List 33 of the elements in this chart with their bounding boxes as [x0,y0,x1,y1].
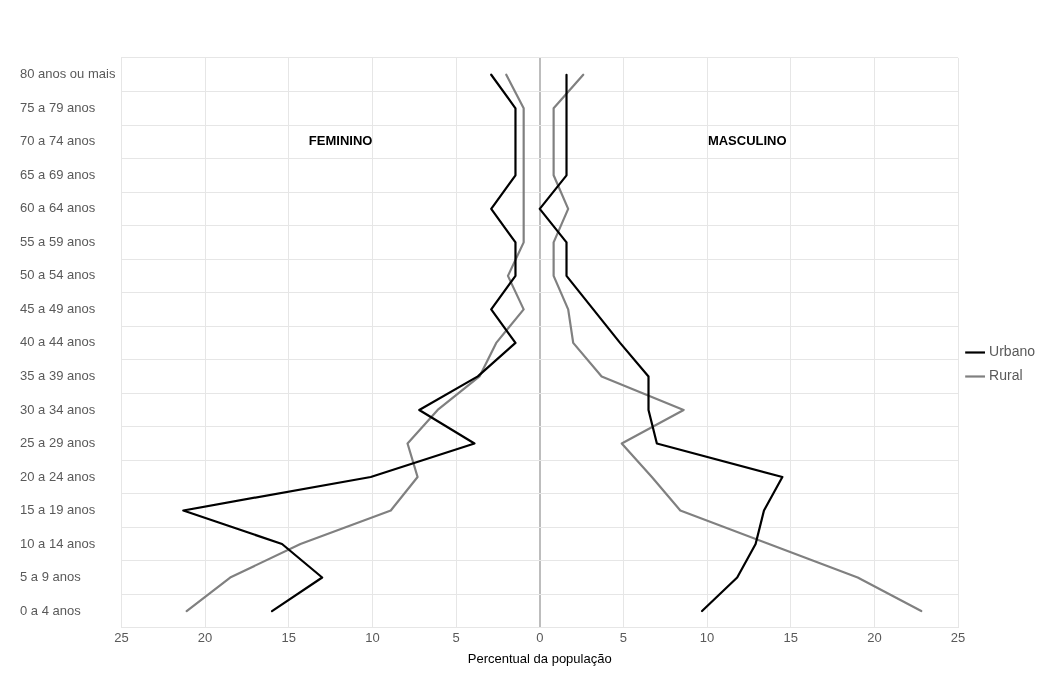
y-tick-label: 65 a 69 anos [20,166,96,182]
y-tick-label: 0 a 4 anos [20,602,82,618]
y-tick-label: 20 a 24 anos [20,468,96,484]
annotation: FEMININO [308,133,373,149]
y-tick-label: 5 a 9 anos [20,569,82,585]
x-tick-label: 25 [114,630,129,646]
y-tick-label: 80 anos ou mais [20,66,116,82]
x-tick-label: 5 [452,630,460,646]
x-tick-label: 15 [783,630,798,646]
x-tick-label: 25 [950,630,966,646]
y-tick-label: 50 a 54 anos [20,267,96,283]
x-tick-label: 10 [699,630,715,646]
x-tick-label: 10 [365,630,380,646]
legend-label: Urbano [989,343,1036,360]
x-tick-label: 5 [619,630,628,646]
y-tick-label: 55 a 59 anos [20,233,96,249]
y-tick-label: 10 a 14 anos [20,535,96,551]
y-tick-label: 40 a 44 anos [20,334,96,350]
y-tick-label: 35 a 39 anos [20,368,96,383]
x-tick-label: 0 [536,630,544,646]
y-tick-label: 70 a 74 anos [20,133,96,149]
y-tick-label: 15 a 19 anos [20,502,96,518]
x-tick-label: 20 [867,630,882,646]
legend-label: Rural [989,367,1023,384]
x-axis-title: Percentual da população [467,650,612,666]
x-tick-label: 20 [197,630,213,646]
x-tick-label: 15 [281,630,296,646]
y-tick-label: 60 a 64 anos [20,200,96,216]
annotation: MASCULINO [707,133,787,149]
y-tick-label: 30 a 34 anos [20,401,96,417]
y-tick-label: 75 a 79 anos [20,99,96,115]
y-tick-label: 45 a 49 anos [20,300,96,316]
y-tick-label: 25 a 29 anos [20,435,96,451]
